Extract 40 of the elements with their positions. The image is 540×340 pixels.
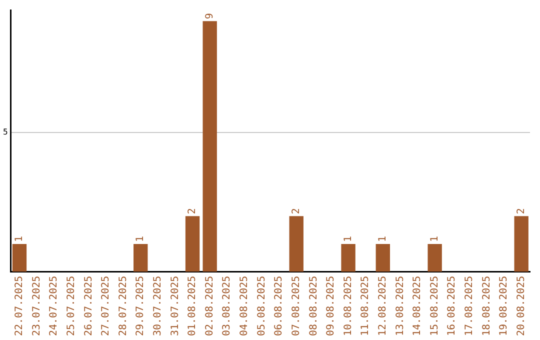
x-tick-label: 24.07.2025 [48, 276, 60, 336]
x-tick-label: 11.08.2025 [360, 276, 372, 336]
x-tick-label: 09.08.2025 [326, 276, 337, 336]
x-tick-label: 05.08.2025 [256, 276, 268, 336]
x-tick-label: 10.08.2025 [342, 276, 354, 336]
x-tick-label: 16.08.2025 [446, 276, 458, 336]
x-tick-label: 01.08.2025 [187, 276, 198, 336]
x-tick-label: 02.08.2025 [204, 276, 216, 336]
x-tick-label: 15.08.2025 [429, 276, 440, 336]
x-tick-label: 14.08.2025 [412, 276, 424, 336]
data-label: 1 [135, 236, 146, 242]
x-tick-label: 23.07.2025 [31, 276, 42, 336]
x-tick-label: 17.08.2025 [464, 276, 476, 336]
data-label: 2 [516, 208, 527, 214]
data-label: 2 [290, 208, 302, 214]
x-tick-label: 12.08.2025 [377, 276, 388, 336]
x-tick-label: 20.08.2025 [516, 276, 527, 336]
x-tick-label: 06.08.2025 [274, 276, 285, 336]
x-tick-label: 18.08.2025 [481, 276, 492, 336]
x-tick-label: 25.07.2025 [66, 276, 77, 336]
x-tick-label: 03.08.2025 [222, 276, 233, 336]
x-tick-label: 30.07.2025 [152, 276, 164, 336]
x-tick-label: 28.07.2025 [118, 276, 129, 336]
x-tick-label: 08.08.2025 [308, 276, 320, 336]
x-tick-label: 31.07.2025 [170, 276, 181, 336]
x-tick-label: 07.08.2025 [290, 276, 302, 336]
data-label: 1 [342, 236, 354, 242]
data-label: 9 [204, 13, 216, 20]
x-tick-label: 13.08.2025 [394, 276, 406, 336]
data-label: 1 [14, 236, 26, 242]
data-label: 1 [429, 236, 440, 242]
x-tick-label: 22.07.2025 [14, 276, 26, 336]
x-tick-label: 26.07.2025 [83, 276, 94, 336]
y-tick-label: 5 [2, 128, 8, 137]
x-tick-label: 19.08.2025 [498, 276, 510, 336]
data-label: 1 [377, 236, 388, 242]
x-tick-label: 04.08.2025 [239, 276, 250, 336]
x-tick-label: 29.07.2025 [135, 276, 146, 336]
x-tick-label: 27.07.2025 [100, 276, 112, 336]
data-label: 2 [187, 208, 198, 214]
